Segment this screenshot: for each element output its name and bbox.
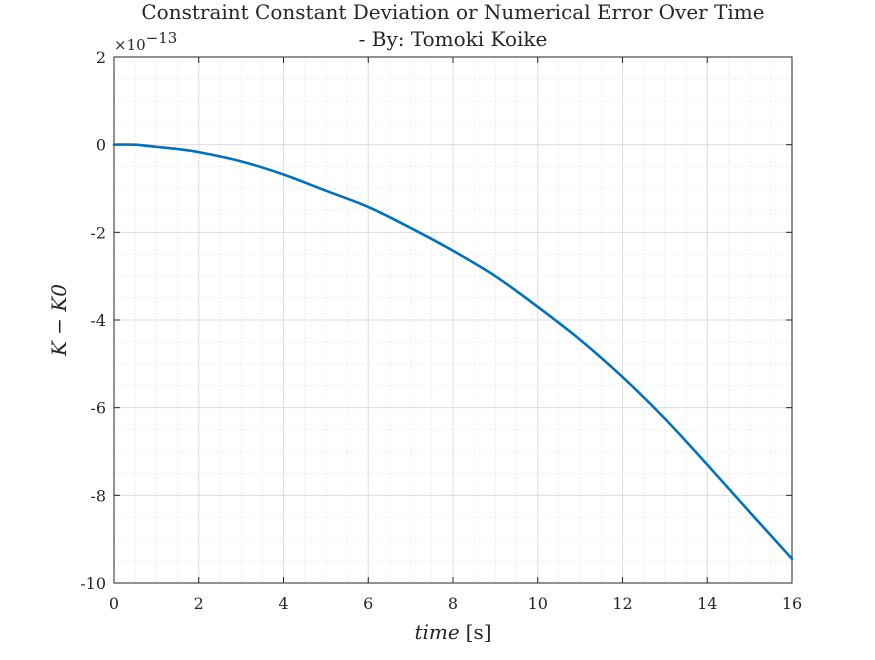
- x-tick-label: 14: [697, 594, 717, 613]
- x-tick-label: 8: [448, 594, 458, 613]
- chart-subtitle: - By: Tomoki Koike: [359, 27, 548, 51]
- exponent-base: ×10: [114, 36, 146, 54]
- chart-title: Constraint Constant Deviation or Numeric…: [141, 0, 764, 24]
- labels: Constraint Constant Deviation or Numeric…: [47, 0, 765, 644]
- x-tick-label: 2: [194, 594, 204, 613]
- y-tick-label: -8: [90, 486, 106, 505]
- y-tick-label: 0: [96, 136, 106, 155]
- x-tick-label: 4: [278, 594, 288, 613]
- x-axis-unit: [s]: [466, 620, 492, 644]
- y-tick-label: -6: [90, 399, 106, 418]
- series-line: [112, 143, 794, 561]
- y-tick-label: 2: [96, 48, 106, 67]
- x-tick-label: 16: [782, 594, 802, 613]
- x-tick-label: 10: [528, 594, 548, 613]
- x-tick-label: 12: [612, 594, 632, 613]
- x-axis-label: time [s]: [414, 620, 491, 644]
- series: [112, 143, 794, 561]
- x-tick-label: 6: [363, 594, 373, 613]
- ticks: 0 2 4 6 8 10 12 14 16 2 0 -2 -4 -6 -8 -10: [80, 48, 802, 613]
- y-axis-label: K − K0: [47, 284, 71, 357]
- x-axis-variable: time: [414, 620, 459, 644]
- y-exponent-label: ×10−13: [114, 29, 177, 54]
- x-tick-label: 0: [109, 594, 119, 613]
- y-tick-label: -2: [90, 223, 106, 242]
- y-tick-label: -4: [90, 311, 106, 330]
- exponent-power: −13: [146, 29, 178, 47]
- y-tick-label: -10: [80, 574, 106, 593]
- grid: [113, 56, 793, 584]
